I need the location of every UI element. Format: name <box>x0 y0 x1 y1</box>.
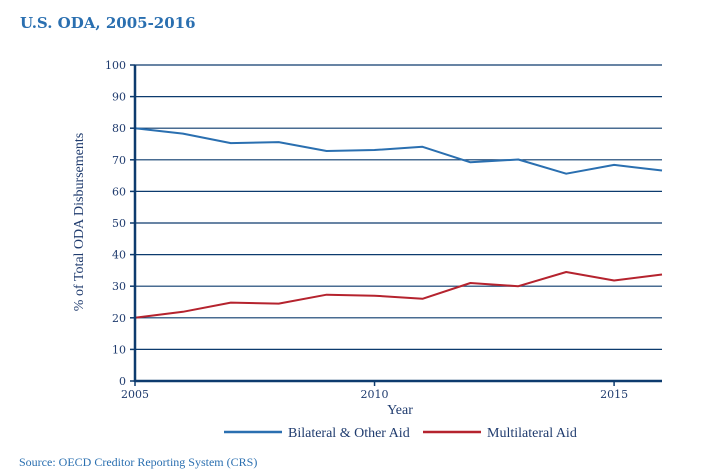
series-lines <box>134 127 663 319</box>
chart-title: U.S. ODA, 2005-2016 <box>20 14 196 32</box>
y-tick-label: 40 <box>112 249 126 262</box>
source-note: Source: OECD Creditor Reporting System (… <box>19 455 258 469</box>
x-axis-ticks: 2005 2010 2015 <box>121 381 628 401</box>
y-tick-label: 50 <box>112 217 126 230</box>
y-tick-label: 100 <box>105 59 126 72</box>
y-tick-label: 30 <box>112 280 126 293</box>
y-axis-ticks: 0 10 20 30 40 50 60 70 80 90 100 <box>105 59 135 388</box>
series-line-multilateral <box>134 271 663 319</box>
y-tick-label: 0 <box>119 375 126 388</box>
y-tick-label: 70 <box>112 154 126 167</box>
x-tick-label: 2015 <box>600 388 628 401</box>
legend: Bilateral & Other Aid Multilateral Aid <box>224 426 577 441</box>
y-tick-label: 80 <box>112 122 126 135</box>
x-tick-label: 2005 <box>121 388 149 401</box>
legend-label-bilateral: Bilateral & Other Aid <box>288 426 410 441</box>
series-line-bilateral <box>134 127 663 175</box>
x-tick-label: 2010 <box>361 388 389 401</box>
y-axis-title: % of Total ODA Disbursements <box>72 133 87 311</box>
gridlines <box>135 64 662 350</box>
y-tick-label: 10 <box>112 343 126 356</box>
legend-label-multilateral: Multilateral Aid <box>487 426 577 441</box>
x-axis-title: Year <box>387 403 413 418</box>
y-tick-label: 20 <box>112 312 126 325</box>
y-tick-label: 60 <box>112 185 126 198</box>
y-tick-label: 90 <box>112 91 126 104</box>
